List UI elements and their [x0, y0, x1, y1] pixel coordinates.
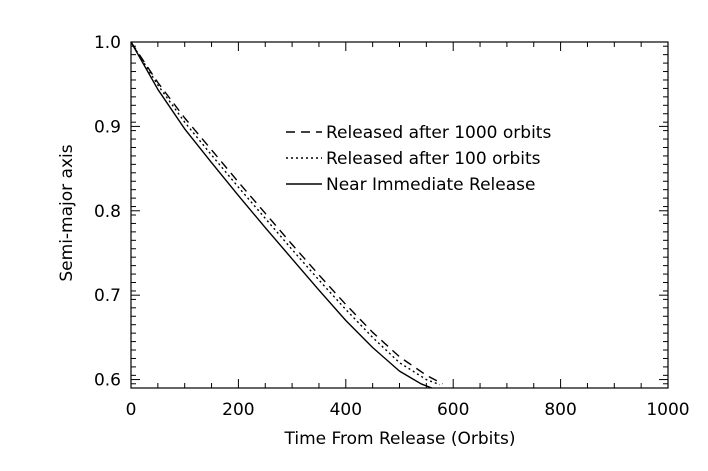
x-tick-label: 0 — [126, 400, 137, 420]
y-axis-label: Semi-major axis — [57, 144, 77, 281]
x-tick-label: 400 — [330, 400, 362, 420]
y-tick-labels: 0.6 0.7 0.8 0.9 1.0 — [94, 33, 121, 391]
x-tick-label: 800 — [544, 400, 576, 420]
y-tick-label: 0.7 — [94, 286, 121, 306]
y-tick-label: 0.8 — [94, 202, 121, 222]
x-axis-label: Time From Release (Orbits) — [283, 429, 515, 449]
plot-frame — [130, 41, 669, 389]
tick-marks — [130, 41, 669, 388]
legend-label: Released after 100 orbits — [326, 149, 541, 169]
y-tick-label: 0.9 — [94, 117, 121, 137]
x-tick-label: 1000 — [646, 400, 689, 420]
series-line-1 — [130, 41, 443, 385]
y-tick-label: 1.0 — [94, 33, 121, 53]
legend-label: Released after 1000 orbits — [326, 123, 551, 143]
series-group — [130, 41, 443, 389]
x-tick-labels: 0 200 400 600 800 1000 — [126, 400, 690, 420]
x-tick-label: 200 — [222, 400, 254, 420]
x-tick-label: 600 — [437, 400, 469, 420]
series-line-3 — [130, 41, 432, 389]
legend-label: Near Immediate Release — [326, 175, 535, 195]
y-tick-label: 0.6 — [94, 371, 121, 391]
series-line-2 — [130, 41, 441, 386]
legend: Released after 1000 orbits Released after… — [286, 123, 551, 195]
